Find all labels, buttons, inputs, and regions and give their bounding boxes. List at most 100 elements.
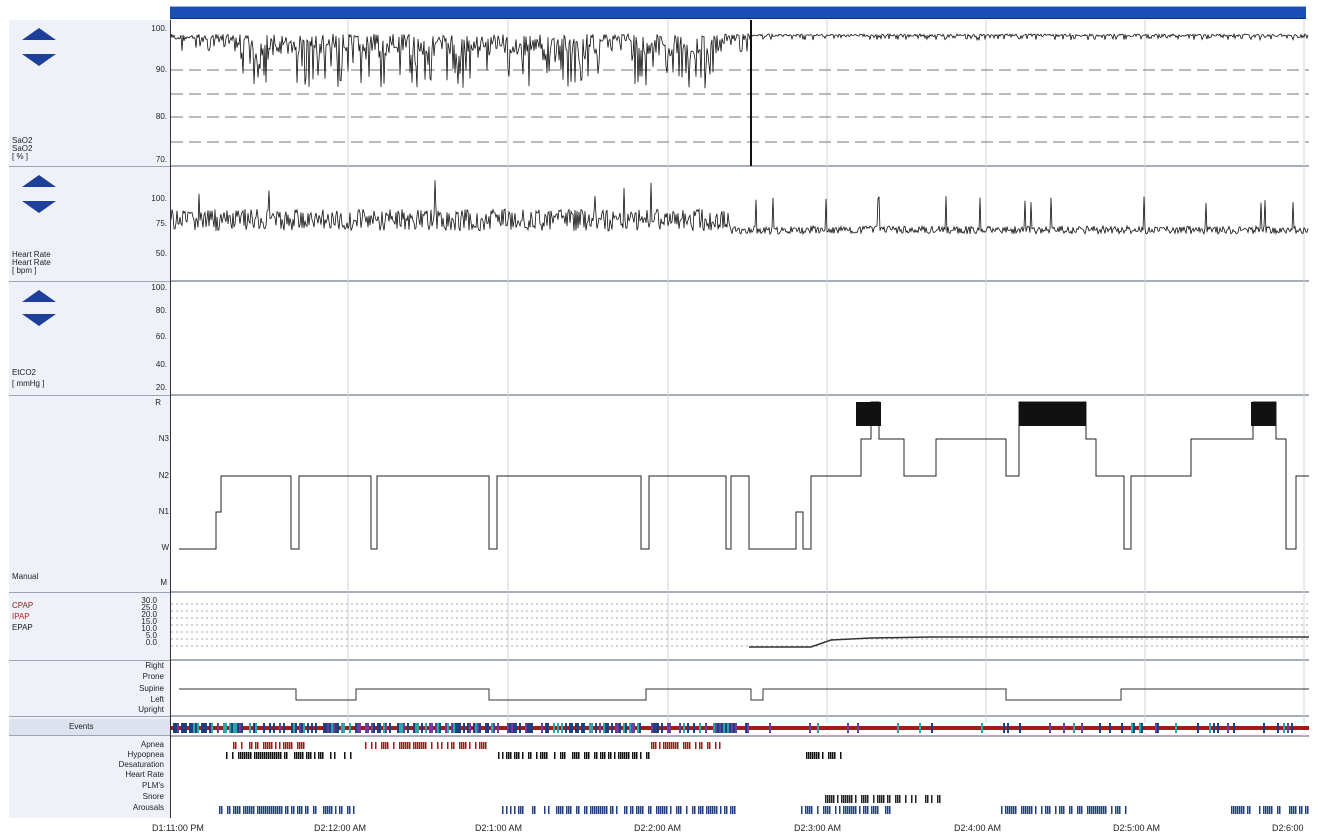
arousal-event xyxy=(1095,806,1097,814)
event-mark xyxy=(349,723,351,733)
event-mark xyxy=(683,723,685,733)
arousal-event xyxy=(686,806,688,814)
event-mark xyxy=(225,723,227,733)
arousal-event xyxy=(1063,806,1065,814)
arousal-event xyxy=(1259,806,1261,814)
event-mark xyxy=(417,723,419,733)
hypopnea-event xyxy=(588,752,590,759)
hr-scale-up-icon[interactable] xyxy=(22,175,56,187)
apnea-event xyxy=(399,742,401,749)
arousal-event xyxy=(522,806,524,814)
arousal-event xyxy=(1277,806,1279,814)
rem-block xyxy=(856,402,881,426)
event-mark xyxy=(389,723,391,733)
event-mark xyxy=(175,723,177,733)
snore-event xyxy=(861,795,863,803)
arousal-event xyxy=(873,806,875,814)
etco2-scale-down-icon[interactable] xyxy=(22,314,56,326)
hr-tick-50: 50. xyxy=(155,249,167,258)
arousal-event xyxy=(660,806,662,814)
arousal-event xyxy=(843,806,845,814)
event-mark xyxy=(235,723,237,733)
sao2-scale-up-icon[interactable] xyxy=(22,28,56,40)
arousal-event xyxy=(626,806,628,814)
position-label-left: Left xyxy=(150,695,164,704)
arousal-event xyxy=(839,806,841,814)
signal-graph-area[interactable] xyxy=(170,20,1309,818)
apnea-event xyxy=(419,742,421,749)
snore-event xyxy=(831,795,833,803)
ipap-label: IPAP xyxy=(12,612,30,621)
etco2-tick-40: 40. xyxy=(155,360,167,369)
event-mark xyxy=(857,723,859,733)
arousal-event xyxy=(253,806,255,814)
event-mark xyxy=(303,723,305,733)
event-mark xyxy=(713,723,715,733)
event-mark xyxy=(1209,723,1211,733)
arousal-event xyxy=(1031,806,1033,814)
arousal-event xyxy=(859,806,861,814)
snore-event xyxy=(887,795,889,803)
arousal-event xyxy=(716,806,718,814)
hypopnea-event xyxy=(814,752,816,759)
arousal-event xyxy=(706,806,708,814)
arousal-event xyxy=(502,806,504,814)
arousal-event xyxy=(712,806,714,814)
snore-event xyxy=(927,795,929,803)
arousal-event xyxy=(875,806,877,814)
hypopnea-event xyxy=(308,752,310,759)
event-mark xyxy=(467,723,469,733)
event-mark xyxy=(1213,723,1215,733)
apnea-event xyxy=(707,742,709,749)
apnea-event xyxy=(415,742,417,749)
apnea-event xyxy=(659,742,661,749)
arousal-event xyxy=(867,806,869,814)
event-mark xyxy=(1019,723,1021,733)
hypopnea-event xyxy=(298,752,300,759)
arousal-event xyxy=(349,806,351,814)
arousal-event xyxy=(1291,806,1293,814)
apnea-event xyxy=(265,742,267,749)
arousal-event xyxy=(604,806,606,814)
apnea-event xyxy=(651,742,653,749)
event-mark xyxy=(809,723,811,733)
event-mark xyxy=(1007,723,1009,733)
etco2-scale-up-icon[interactable] xyxy=(22,290,56,302)
event-mark xyxy=(735,723,737,733)
event-mark xyxy=(1003,723,1005,733)
apnea-event xyxy=(425,742,427,749)
arousal-event xyxy=(229,806,231,814)
hr-scale-down-icon[interactable] xyxy=(22,201,56,213)
arousal-event xyxy=(227,806,229,814)
event-mark xyxy=(607,723,609,733)
event-mark xyxy=(359,723,361,733)
apnea-event xyxy=(431,742,433,749)
sao2-scale-down-icon[interactable] xyxy=(22,54,56,66)
hypopnea-event xyxy=(296,752,298,759)
pap-pressure-trace xyxy=(749,636,1309,648)
hypopnea-event xyxy=(544,752,546,759)
arousal-event xyxy=(1021,806,1023,814)
arousal-event xyxy=(1099,806,1101,814)
event-mark xyxy=(705,723,707,733)
event-mark xyxy=(769,723,771,733)
event-mark xyxy=(897,723,899,733)
event-mark xyxy=(547,723,549,733)
apnea-event xyxy=(409,742,411,749)
arousal-event xyxy=(1049,806,1051,814)
snore-event xyxy=(897,795,899,803)
snore-event xyxy=(845,795,847,803)
snore-event xyxy=(937,795,939,803)
arousal-event xyxy=(285,806,287,814)
hypopnea-event xyxy=(248,752,250,759)
epap-label: EPAP xyxy=(12,623,33,632)
arousal-event xyxy=(885,806,887,814)
time-scrollbar[interactable] xyxy=(170,6,1306,19)
event-mark xyxy=(463,723,465,733)
hypopnea-event xyxy=(330,752,332,759)
apnea-event xyxy=(689,742,691,749)
event-mark xyxy=(1131,723,1133,733)
event-mark xyxy=(181,723,183,733)
arousal-event xyxy=(329,806,331,814)
hypopnea-event xyxy=(564,752,566,759)
